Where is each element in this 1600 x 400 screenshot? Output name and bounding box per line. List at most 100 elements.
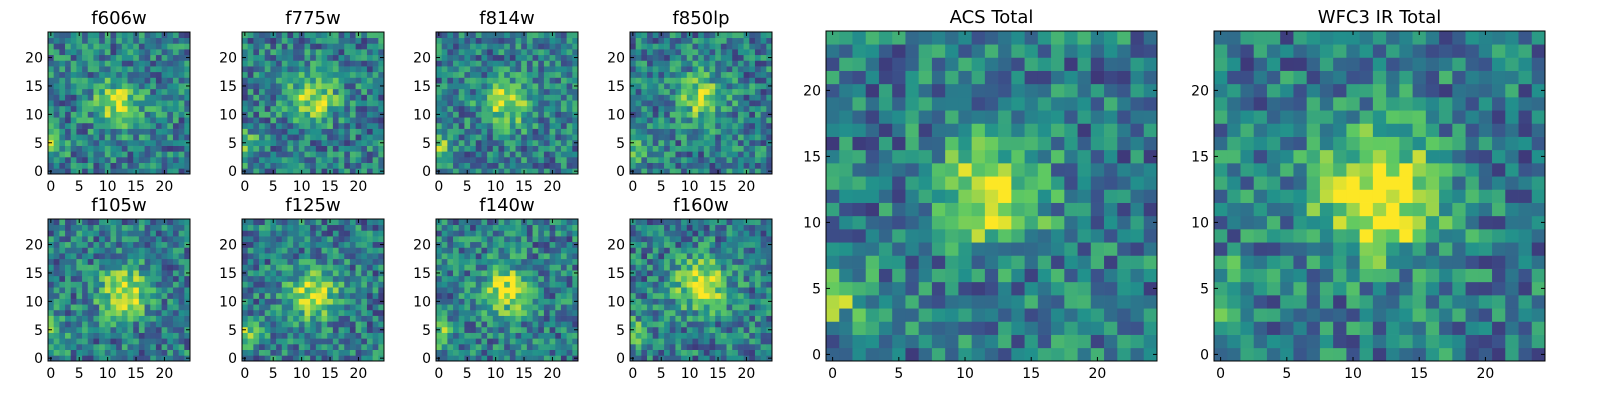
heatmap-cell — [167, 43, 174, 50]
heatmap-cell — [441, 105, 448, 112]
heatmap-cell — [726, 292, 733, 299]
heatmap-cell — [93, 66, 100, 73]
heatmap-cell — [242, 253, 249, 260]
heatmap-cell — [703, 66, 710, 73]
heatmap-cell — [76, 156, 83, 163]
heatmap-cell — [172, 315, 179, 322]
heatmap-cell — [743, 281, 750, 288]
heatmap-cell — [681, 343, 688, 350]
heatmap-cell — [698, 349, 705, 356]
heatmap-cell — [521, 100, 528, 107]
heatmap-cell — [709, 332, 716, 339]
heatmap-cell — [167, 88, 174, 95]
heatmap-cell — [669, 326, 676, 333]
heatmap-cell — [555, 287, 562, 294]
heatmap-cell — [766, 162, 773, 169]
heatmap-cell — [715, 338, 722, 345]
heatmap-cell — [110, 151, 117, 158]
heatmap-cell — [287, 326, 294, 333]
heatmap-cell — [184, 49, 191, 56]
heatmap-cell — [53, 122, 60, 129]
heatmap-cell — [447, 241, 454, 248]
heatmap-cell — [361, 258, 368, 265]
heatmap-cell — [144, 321, 151, 328]
heatmap-cell — [560, 236, 567, 243]
heatmap-cell — [675, 134, 682, 141]
heatmap-cell — [447, 105, 454, 112]
heatmap-cell — [315, 230, 322, 237]
heatmap-cell — [737, 77, 744, 84]
heatmap-cell — [709, 292, 716, 299]
heatmap-cell — [321, 236, 328, 243]
heatmap-cell — [287, 83, 294, 90]
heatmap-cell — [720, 321, 727, 328]
heatmap-cell — [247, 134, 254, 141]
heatmap-cell — [566, 338, 573, 345]
heatmap-cell — [253, 309, 260, 316]
heatmap-cell — [509, 338, 516, 345]
heatmap-cell — [344, 128, 351, 135]
heatmap-cell — [70, 105, 77, 112]
heatmap-cell — [87, 343, 94, 350]
heatmap-cell — [635, 298, 642, 305]
heatmap-cell — [172, 304, 179, 311]
heatmap-cell — [532, 247, 539, 254]
heatmap-cell — [641, 292, 648, 299]
heatmap-cell — [264, 304, 271, 311]
heatmap-cell — [172, 145, 179, 152]
heatmap-cell — [641, 156, 648, 163]
heatmap-cell — [703, 60, 710, 67]
heatmap-cell — [172, 224, 179, 231]
heatmap-cell — [641, 168, 648, 175]
heatmap-cell — [566, 321, 573, 328]
heatmap-cell — [315, 60, 322, 67]
heatmap-cell — [521, 54, 528, 61]
heatmap-cell — [641, 100, 648, 107]
x-tick-label: 5 — [75, 366, 84, 382]
heatmap-cell — [538, 355, 545, 362]
heatmap-cell — [344, 253, 351, 260]
heatmap-cell — [315, 315, 322, 322]
heatmap-cell — [161, 292, 168, 299]
heatmap-cell — [453, 315, 460, 322]
heatmap-cell — [315, 71, 322, 78]
heatmap-cell — [281, 134, 288, 141]
heatmap-cell — [664, 94, 671, 101]
heatmap-cell — [538, 117, 545, 124]
heatmap-cell — [281, 122, 288, 129]
heatmap-cell — [82, 128, 89, 135]
heatmap-cell — [155, 145, 162, 152]
heatmap-cell — [172, 100, 179, 107]
heatmap-cell — [150, 94, 157, 101]
heatmap-cell — [743, 94, 750, 101]
heatmap-cell — [138, 71, 145, 78]
heatmap-cell — [515, 230, 522, 237]
heatmap-cell — [532, 304, 539, 311]
heatmap-cell — [543, 326, 550, 333]
heatmap-cell — [521, 66, 528, 73]
heatmap-cell — [65, 275, 72, 282]
heatmap-cell — [515, 88, 522, 95]
heatmap-cell — [675, 32, 682, 39]
heatmap-cell — [726, 83, 733, 90]
heatmap-cell — [281, 94, 288, 101]
heatmap-cell — [121, 43, 128, 50]
heatmap-cell — [521, 145, 528, 152]
heatmap-cell — [641, 37, 648, 44]
y-tick-label: 10 — [413, 294, 431, 310]
heatmap-cell — [87, 77, 94, 84]
heatmap-cell — [436, 37, 443, 44]
heatmap-cell — [349, 315, 356, 322]
heatmap-cell — [470, 134, 477, 141]
heatmap-cell — [338, 292, 345, 299]
heatmap-cell — [453, 60, 460, 67]
heatmap-cell — [470, 83, 477, 90]
heatmap-cell — [366, 264, 373, 271]
heatmap-cell — [344, 151, 351, 158]
heatmap-cell — [76, 321, 83, 328]
heatmap-cell — [481, 321, 488, 328]
heatmap-cell — [566, 71, 573, 78]
heatmap-cell — [492, 88, 499, 95]
heatmap-cell — [458, 281, 465, 288]
heatmap-cell — [48, 117, 55, 124]
